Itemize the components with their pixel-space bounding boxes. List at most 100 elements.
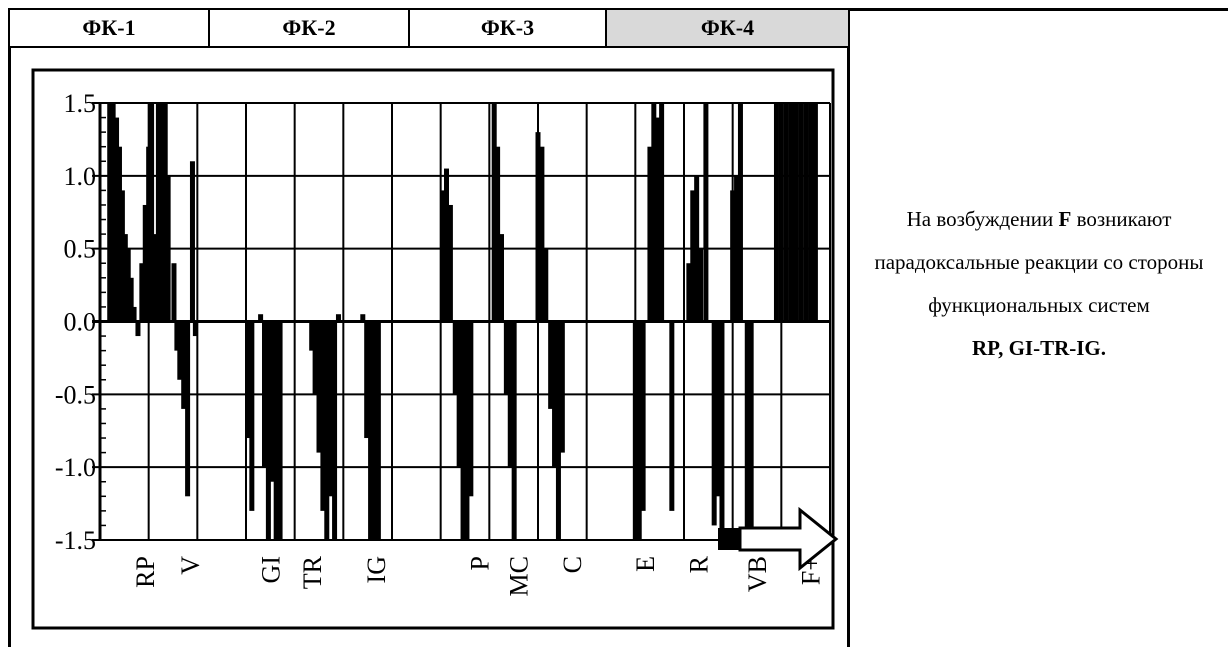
bar [647, 146, 653, 322]
bar [698, 248, 704, 322]
y-tick-label: 0.5 [64, 235, 97, 264]
bar [499, 234, 504, 322]
bar [368, 321, 374, 540]
x-tick-label: GI [256, 556, 285, 583]
bar [249, 321, 255, 511]
x-tick-label: E [631, 556, 660, 572]
y-tick-label: 1.0 [64, 162, 97, 191]
bar [778, 103, 784, 322]
bar [788, 103, 794, 322]
y-tick-label: 0.0 [64, 308, 97, 337]
x-tick-label: MC [505, 556, 534, 596]
bar [812, 103, 818, 322]
bar [185, 321, 191, 497]
bar [503, 321, 509, 395]
bar [265, 321, 271, 540]
bar [686, 263, 692, 322]
bar [690, 190, 696, 322]
bar [543, 248, 549, 322]
bar [258, 314, 264, 322]
bar [535, 132, 541, 322]
bar [669, 321, 675, 511]
bar [155, 103, 161, 322]
bar [273, 321, 279, 540]
bar [636, 321, 642, 540]
bar [149, 103, 155, 322]
bar [114, 117, 120, 322]
tab-header: ФК-4 [605, 8, 850, 48]
bar [655, 117, 661, 322]
bar [122, 234, 128, 322]
bar [360, 314, 366, 322]
bar [511, 321, 517, 540]
bar [711, 321, 717, 526]
bar [125, 248, 131, 322]
arrow-tail [718, 528, 740, 550]
bar [694, 175, 700, 322]
y-tick-label: -1.0 [55, 453, 96, 482]
bar [177, 321, 183, 380]
bar [803, 103, 809, 322]
bar [375, 321, 381, 540]
border [848, 8, 1228, 11]
bar [539, 146, 545, 322]
bar [719, 321, 725, 540]
note-bold: F [1058, 207, 1072, 231]
bar [798, 103, 804, 322]
bar [548, 321, 554, 409]
chart-cell [8, 48, 850, 647]
bar [507, 321, 513, 468]
note-text: На возбуждении [906, 207, 1054, 231]
bar [171, 263, 177, 322]
bar [181, 321, 187, 409]
arrow-head [738, 506, 839, 572]
tab-header: ФК-3 [408, 8, 607, 48]
bar [808, 103, 814, 322]
bar [135, 321, 141, 337]
bar [659, 103, 665, 322]
plot: -1.5 -1.0 -0.5 0.0 0.5 1.0 1.5 RP V GI TR IG P MC C E R V… [55, 89, 831, 596]
bar [468, 321, 474, 497]
bar [245, 321, 251, 439]
bar [744, 321, 750, 540]
bar [452, 321, 458, 395]
bar [773, 103, 779, 322]
bar [189, 161, 195, 322]
bar [139, 263, 145, 322]
bar [703, 103, 709, 322]
x-tick-label: IG [362, 556, 391, 583]
bar [320, 321, 326, 511]
bar [328, 321, 334, 497]
bar [119, 190, 125, 322]
bar [131, 306, 137, 322]
bar [364, 321, 370, 439]
tab-header: ФК-2 [208, 8, 410, 48]
bar [447, 204, 453, 322]
bar [312, 321, 318, 395]
bar [491, 103, 497, 322]
bar [128, 277, 134, 322]
note-bold: RP, GI-TR-IG. [972, 336, 1106, 360]
bar [555, 321, 561, 540]
bar [444, 168, 450, 322]
y-tick-label: -0.5 [55, 380, 96, 409]
bar [552, 321, 558, 468]
x-tick-label: R [685, 555, 714, 573]
side-note: На возбуждении F возникают парадоксальны… [850, 198, 1228, 370]
bar [460, 321, 466, 540]
x-tick-label: RP [131, 556, 160, 588]
bar [715, 321, 721, 497]
bar [464, 321, 470, 540]
bar [165, 175, 171, 322]
bar [730, 190, 736, 322]
bar [261, 321, 267, 468]
bar [159, 103, 165, 322]
bar [335, 314, 341, 322]
bar [651, 103, 657, 322]
bar [192, 321, 198, 337]
chart: -1.5 -1.0 -0.5 0.0 0.5 1.0 1.5 RP V GI TR IG P MC C E R V… [31, 68, 839, 630]
x-tick-label: P [466, 556, 495, 570]
bar [152, 234, 158, 322]
y-tick-label: -1.5 [55, 526, 96, 555]
